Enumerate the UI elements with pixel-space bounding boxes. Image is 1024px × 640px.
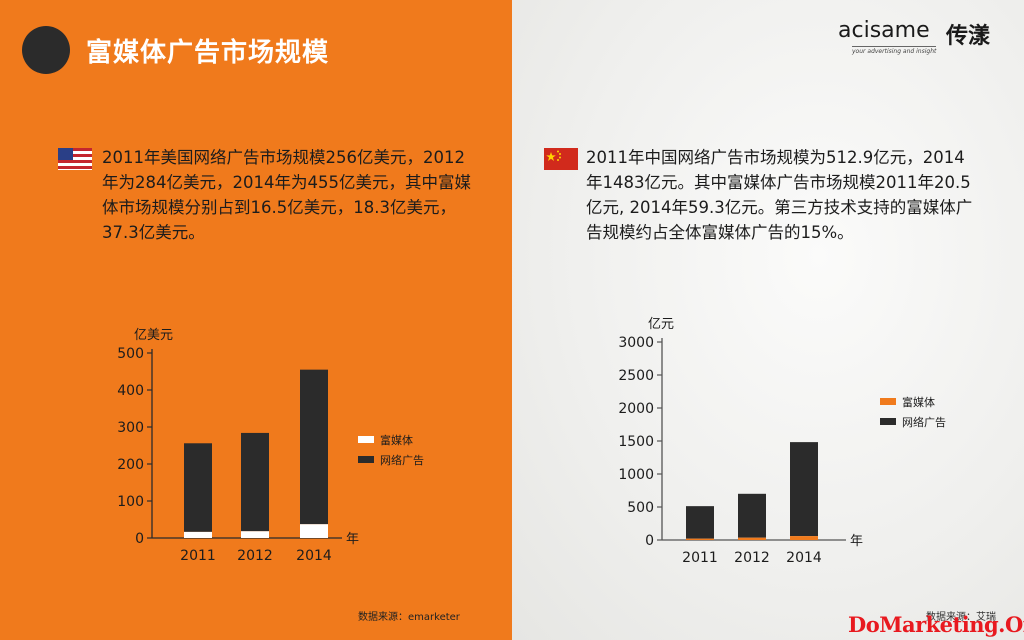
logo-tagline: your advertising and insight bbox=[852, 46, 937, 55]
cn-ad-market-chart: 亿元年 0 500 1000 1500 2000 2500 3000 2011 2012 2014 富… bbox=[618, 317, 946, 566]
us-flag-icon bbox=[58, 148, 92, 170]
bar-2012-richmedia bbox=[241, 531, 269, 538]
legend-label: 富媒体 bbox=[380, 433, 413, 447]
logo-text: acisame bbox=[838, 18, 930, 43]
bar-2012-richmedia bbox=[738, 537, 766, 540]
us-source: 数据来源：emarketer bbox=[358, 612, 460, 623]
y-tick-label: 100 bbox=[117, 494, 144, 510]
y-tick-label: 400 bbox=[117, 383, 144, 399]
x-tick-label: 2014 bbox=[786, 550, 822, 566]
legend-label: 富媒体 bbox=[902, 395, 935, 409]
watermark: DoMarketing.Org bbox=[848, 612, 1024, 637]
x-tick-label: 2014 bbox=[296, 548, 332, 564]
y-tick-label: 2000 bbox=[618, 401, 654, 417]
legend-swatch bbox=[880, 418, 896, 425]
cn-description: 2011年中国网络广告市场规模为512.9亿元，2014年1483亿元。其中富媒… bbox=[586, 148, 973, 242]
x-unit-label: 年 bbox=[850, 534, 863, 549]
legend-swatch bbox=[358, 436, 374, 443]
china-flag-icon bbox=[544, 148, 578, 170]
legend-swatch bbox=[880, 398, 896, 405]
legend-label: 网络广告 bbox=[380, 453, 424, 467]
bar-2014-total bbox=[790, 442, 818, 537]
y-tick-label: 3000 bbox=[618, 335, 654, 351]
x-tick-label: 2012 bbox=[237, 548, 273, 564]
y-tick-label: 0 bbox=[645, 533, 654, 549]
bar-2011-total bbox=[686, 506, 714, 539]
logo-cn: 传漾 bbox=[946, 24, 991, 49]
y-tick-label: 2500 bbox=[618, 368, 654, 384]
bar-2012-total bbox=[241, 432, 269, 532]
y-tick-label: 1500 bbox=[618, 434, 654, 450]
x-tick-label: 2011 bbox=[180, 548, 216, 564]
y-unit-label: 亿元 bbox=[648, 317, 674, 332]
legend-swatch bbox=[358, 456, 374, 463]
bar-2011-total bbox=[184, 443, 212, 532]
y-tick-label: 1000 bbox=[618, 467, 654, 483]
x-tick-label: 2011 bbox=[682, 550, 718, 566]
legend-label: 网络广告 bbox=[902, 415, 946, 429]
y-tick-label: 500 bbox=[117, 346, 144, 362]
us-description: 2011年美国网络广告市场规模256亿美元，2012年为284亿美元，2014年… bbox=[102, 148, 471, 242]
bar-2014-richmedia bbox=[790, 536, 818, 540]
bar-2011-richmedia bbox=[184, 531, 212, 538]
title-bullet-icon bbox=[22, 26, 70, 74]
right-panel bbox=[512, 0, 1024, 640]
y-unit-label: 亿美元 bbox=[134, 328, 173, 343]
cn-source: 数据来源：艾瑞 bbox=[926, 612, 996, 623]
x-tick-label: 2012 bbox=[734, 550, 770, 566]
page-title: 富媒体广告市场规模 bbox=[86, 38, 330, 68]
bar-2014-total bbox=[300, 369, 328, 525]
y-tick-label: 300 bbox=[117, 420, 144, 436]
x-unit-label: 年 bbox=[346, 532, 359, 547]
bar-2014-richmedia bbox=[300, 524, 328, 538]
brand-logo: acisame 传漾 your advertising and insight bbox=[838, 18, 1010, 60]
bar-2012-total bbox=[738, 493, 766, 538]
y-tick-label: 500 bbox=[627, 500, 654, 516]
bar-2011-richmedia bbox=[686, 538, 714, 540]
y-tick-label: 200 bbox=[117, 457, 144, 473]
y-tick-label: 0 bbox=[135, 531, 144, 547]
